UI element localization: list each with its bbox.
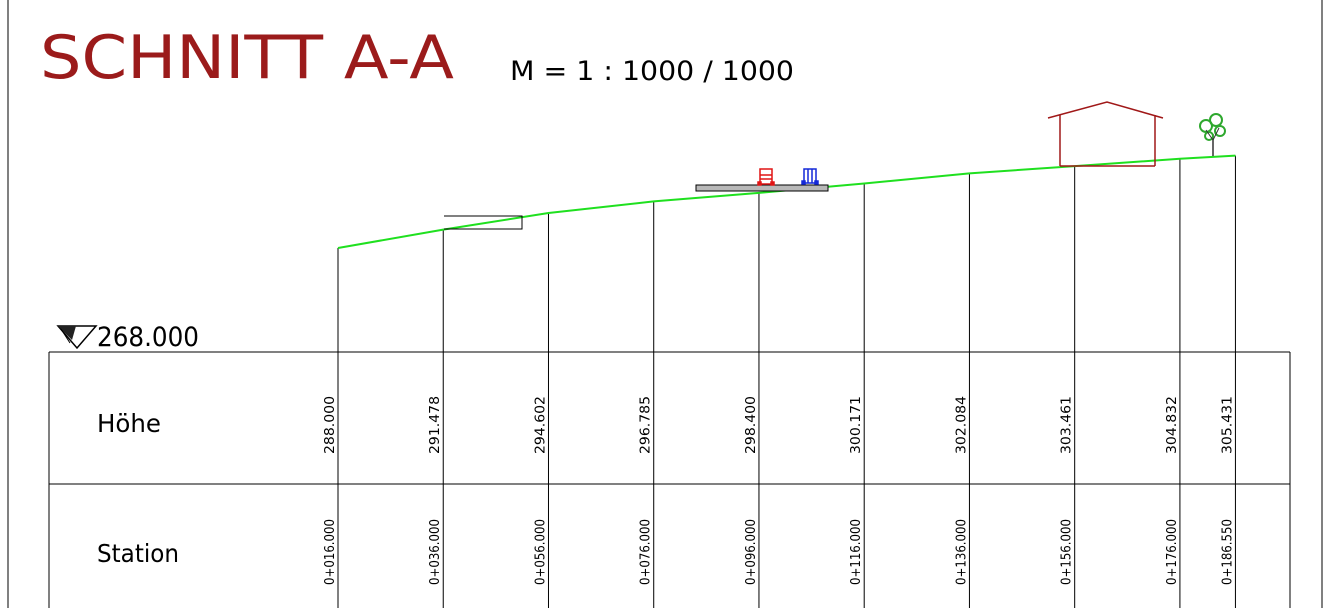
row-label-station: Station xyxy=(97,539,179,568)
road-slab xyxy=(695,184,829,192)
station-value: 0+036.000 xyxy=(428,519,443,585)
car-red-icon xyxy=(757,168,775,186)
station-value: 0+136.000 xyxy=(954,519,969,585)
height-value: 294.602 xyxy=(533,396,548,454)
station-value: 0+156.000 xyxy=(1060,519,1075,585)
height-value: 300.171 xyxy=(849,396,864,454)
height-value: 302.084 xyxy=(954,396,969,454)
data-table xyxy=(48,351,1291,608)
height-value: 303.461 xyxy=(1060,396,1075,454)
section-title: SCHNITT A-A xyxy=(40,23,454,93)
level-triangle-icon xyxy=(56,325,98,350)
station-value: 0+176.000 xyxy=(1165,519,1180,585)
height-value: 291.478 xyxy=(428,396,443,454)
station-value: 0+076.000 xyxy=(639,519,654,585)
station-value: 0+096.000 xyxy=(744,519,759,585)
car-blue-icon xyxy=(801,168,819,185)
station-lines xyxy=(337,155,1236,608)
tree-icon xyxy=(1199,113,1226,156)
station-value: 0+016.000 xyxy=(323,519,338,585)
row-label-height: Höhe xyxy=(97,409,161,438)
height-value: 296.785 xyxy=(639,396,654,454)
foundation-box xyxy=(444,215,523,230)
scale-label: M = 1 : 1000 / 1000 xyxy=(510,56,794,87)
height-value: 298.400 xyxy=(744,396,759,454)
station-value: 0+056.000 xyxy=(533,519,548,585)
table-values: 288.000 0+016.000 291.478 0+036.000 294.602 0… xyxy=(323,396,1235,585)
house-icon xyxy=(1047,101,1164,167)
station-value: 0+186.550 xyxy=(1220,519,1235,585)
terrain-line xyxy=(337,154,1236,249)
height-value: 304.832 xyxy=(1165,396,1180,454)
height-value: 288.000 xyxy=(323,396,338,454)
reference-level-label: 268.000 xyxy=(97,322,199,353)
station-value: 0+116.000 xyxy=(849,519,864,585)
height-value: 305.431 xyxy=(1220,396,1235,454)
